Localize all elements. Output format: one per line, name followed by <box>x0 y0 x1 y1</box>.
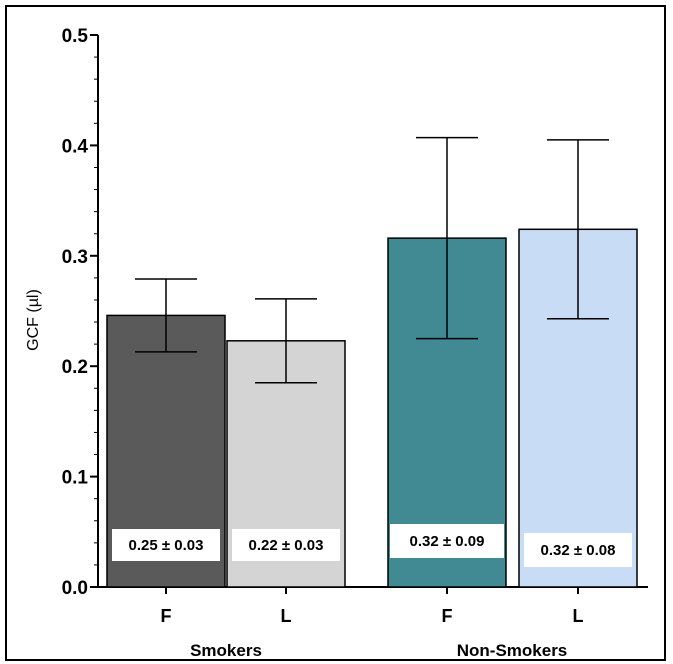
group-label: Non-Smokers <box>457 641 568 660</box>
category-label: F <box>442 606 453 626</box>
labels: 0.25 ± 0.03 F 0.22 ± 0.03 L 0.32 ± 0.09 F 0.32… <box>112 524 632 660</box>
data-label-box <box>524 533 632 567</box>
y-tick-label: 0.1 <box>62 468 89 489</box>
data-label-box <box>232 529 340 561</box>
category-label: L <box>573 606 584 626</box>
data-label-box <box>390 524 504 558</box>
data-label: 0.25 ± 0.03 <box>129 537 204 554</box>
y-tick-label: 0.0 <box>62 578 88 599</box>
bars <box>106 136 638 588</box>
data-label: 0.32 ± 0.09 <box>410 533 485 550</box>
category-label: F <box>161 606 172 626</box>
y-tick-label: 0.3 <box>62 247 88 268</box>
y-tick-label: 0.4 <box>62 136 89 157</box>
category-label: L <box>281 606 292 626</box>
y-tick-label: 0.5 <box>62 26 89 47</box>
data-label: 0.22 ± 0.03 <box>249 537 324 554</box>
y-tick-label: 0.2 <box>62 357 88 378</box>
data-label-box <box>112 529 220 561</box>
group-label: Smokers <box>190 641 262 660</box>
y-axis-label: GCF (µl) <box>25 289 42 351</box>
data-label: 0.32 ± 0.08 <box>541 542 616 559</box>
